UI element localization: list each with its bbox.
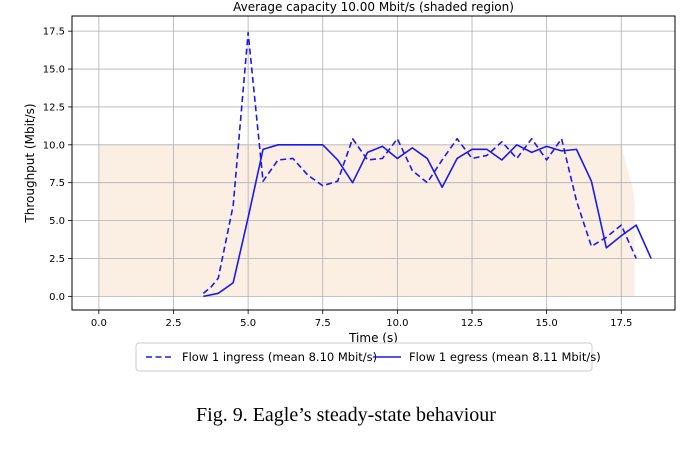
- plot-frame: [71, 15, 676, 311]
- figure-caption: Fig. 9. Eagle’s steady-state behaviour: [196, 404, 496, 426]
- x-tick-label: 0.0: [91, 318, 107, 329]
- legend-label-ingress: Flow 1 ingress (mean 8.10 Mbit/s): [182, 350, 377, 364]
- x-tick-label: 12.5: [461, 318, 483, 329]
- y-tick-label: 10.0: [43, 140, 65, 151]
- y-tick-label: 0.0: [49, 292, 65, 303]
- grid-layer: [72, 16, 675, 310]
- throughput-chart: Average capacity 10.00 Mbit/s (shaded re…: [23, 0, 676, 372]
- y-tick-label: 7.5: [49, 178, 65, 189]
- x-tick-label: 5.0: [240, 318, 256, 329]
- y-tick-label: 2.5: [49, 254, 65, 265]
- y-tick-label: 12.5: [43, 102, 65, 113]
- series-layer: [202, 31, 652, 298]
- x-tick-label: 10.0: [386, 318, 408, 329]
- x-tick-label: 15.0: [536, 318, 558, 329]
- x-tick-label: 7.5: [315, 318, 331, 329]
- y-tick-label: 15.0: [43, 65, 65, 76]
- x-tick-label: 17.5: [610, 318, 632, 329]
- y-axis-label: Throughput (Mbit/s): [23, 103, 37, 223]
- chart-title: Average capacity 10.00 Mbit/s (shaded re…: [233, 0, 514, 14]
- x-tick-label: 2.5: [166, 318, 182, 329]
- tick-layer: 0.0 2.5 5.0 7.5 10.0 12.5 15.0 17.5 0.0 2.5 5.0 7.5…: [43, 27, 633, 329]
- x-axis-label: Time (s): [348, 331, 398, 345]
- axes-frame: [71, 15, 676, 311]
- y-tick-label: 5.0: [49, 216, 65, 227]
- legend: Flow 1 ingress (mean 8.10 Mbit/s) Flow 1…: [135, 342, 601, 372]
- y-tick-label: 17.5: [43, 27, 65, 38]
- legend-box: [135, 342, 593, 372]
- legend-label-egress: Flow 1 egress (mean 8.11 Mbit/s): [409, 350, 601, 364]
